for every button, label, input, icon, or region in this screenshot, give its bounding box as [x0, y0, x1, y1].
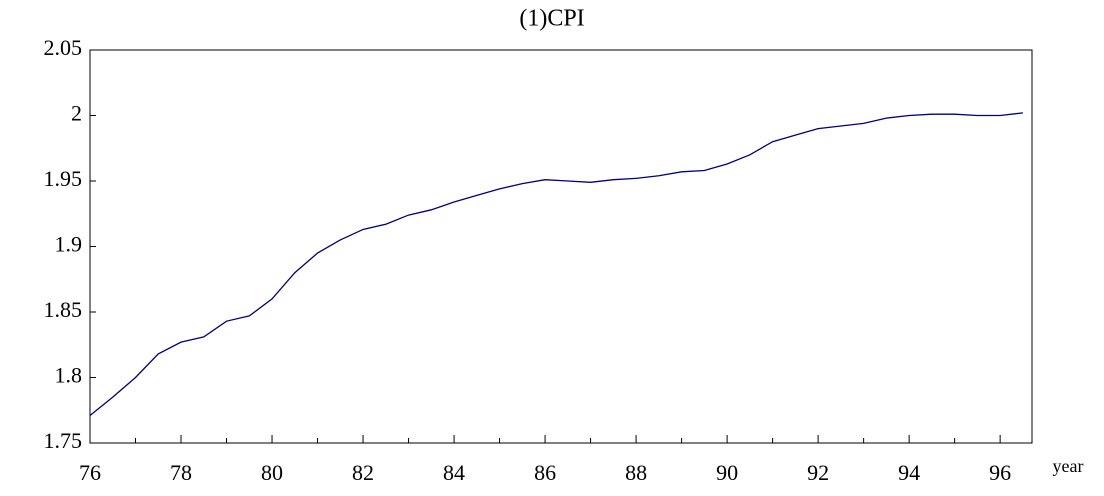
x-tick-label: 96 [989, 460, 1011, 485]
y-tick-label: 1.95 [44, 166, 83, 191]
x-tick-label: 82 [352, 460, 374, 485]
x-tick-label: 76 [79, 460, 101, 485]
x-tick-label: 92 [807, 460, 829, 485]
plot-frame [89, 49, 1033, 444]
x-tick-label: 90 [716, 460, 738, 485]
y-tick-label: 2.05 [44, 35, 83, 60]
x-tick-label: 86 [534, 460, 556, 485]
y-tick-label: 1.75 [44, 428, 83, 453]
x-axis-label: year [1053, 456, 1084, 476]
x-tick-label: 78 [170, 460, 192, 485]
y-tick-label: 1.8 [55, 363, 83, 388]
data-line [89, 112, 1023, 416]
x-tick-label: 94 [898, 460, 920, 485]
y-tick-label: 2 [71, 101, 82, 126]
x-tick-label: 88 [625, 460, 647, 485]
chart-title: (1)CPI [519, 6, 584, 32]
x-tick-label: 84 [443, 460, 465, 485]
y-tick-label: 1.85 [44, 297, 83, 322]
y-tick-label: 1.9 [55, 232, 83, 257]
x-tick-label: 80 [261, 460, 283, 485]
